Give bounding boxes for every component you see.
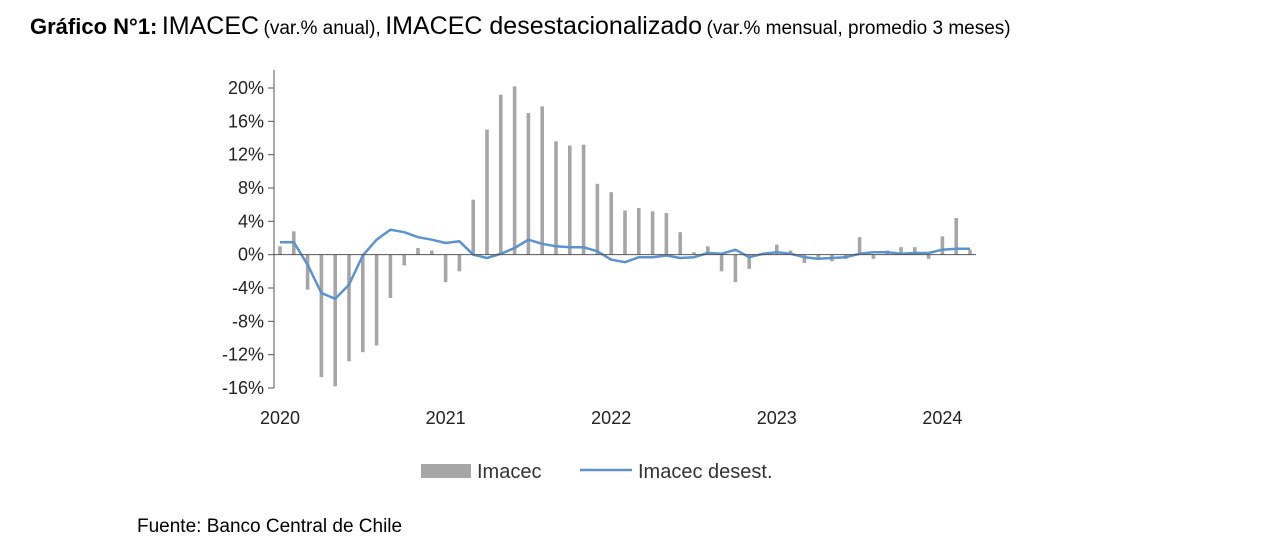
bar-2024-01 bbox=[940, 236, 945, 255]
chart-title: Gráfico N°1: IMACEC (var.% anual), IMACE… bbox=[30, 12, 1011, 41]
bar-2022-05 bbox=[664, 213, 669, 255]
bar-2020-07 bbox=[361, 254, 365, 353]
bar-2021-05 bbox=[499, 94, 503, 255]
bar-2023-04 bbox=[816, 254, 820, 259]
bar-2020-06 bbox=[347, 254, 351, 362]
x-tick-label-2020: 2020 bbox=[260, 408, 300, 428]
bar-2022-03 bbox=[637, 208, 641, 255]
bar-2020-11 bbox=[416, 248, 420, 255]
bar-2022-10 bbox=[733, 254, 738, 283]
y-tick-label: 20% bbox=[228, 78, 264, 98]
bar-2022-11 bbox=[747, 254, 751, 269]
bar-2023-01 bbox=[775, 244, 779, 255]
bar-2023-08 bbox=[871, 254, 876, 259]
bar-2022-02 bbox=[623, 210, 627, 255]
bar-2021-12 bbox=[595, 183, 600, 255]
bar-2023-03 bbox=[802, 254, 807, 263]
title-imacec: IMACEC bbox=[161, 12, 260, 40]
bar-2024-03 bbox=[968, 249, 972, 255]
bar-2020-10 bbox=[402, 254, 406, 266]
bar-2023-12 bbox=[926, 254, 931, 259]
title-figure-number: Gráfico N°1: bbox=[30, 14, 158, 39]
x-tick-label-2023: 2023 bbox=[757, 408, 797, 428]
bar-2022-01 bbox=[609, 192, 613, 255]
legend: Imacec Imacec desest. bbox=[421, 461, 773, 483]
bar-2021-02 bbox=[457, 254, 462, 272]
bar-2021-08 bbox=[540, 106, 544, 255]
bar-2021-01 bbox=[443, 254, 448, 283]
bar-2023-10 bbox=[899, 247, 903, 255]
x-tick-label-2022: 2022 bbox=[591, 408, 631, 428]
y-tick-label: 8% bbox=[238, 178, 264, 198]
x-tick-label-2024: 2024 bbox=[922, 408, 962, 428]
bar-2022-09 bbox=[719, 254, 724, 272]
x-tick-label-2021: 2021 bbox=[426, 408, 466, 428]
y-axis: 20% 16% 12% 8% 4% 0% -4% -8% -12% -16% bbox=[222, 70, 275, 398]
bar-2021-09 bbox=[554, 141, 558, 255]
bar-2020-05 bbox=[333, 254, 337, 387]
bar-2021-06 bbox=[512, 86, 517, 255]
y-tick-label: 4% bbox=[238, 211, 264, 231]
y-tick-label: -16% bbox=[222, 378, 264, 398]
y-tick-label: 0% bbox=[238, 245, 264, 265]
y-tick-label: 12% bbox=[228, 145, 264, 165]
title-imacec-desest: IMACEC desestacionalizado bbox=[385, 12, 703, 40]
title-imacec-desest-note: (var.% mensual, promedio 3 meses) bbox=[706, 18, 1011, 39]
bar-series-imacec bbox=[278, 86, 972, 387]
bar-2021-11 bbox=[581, 144, 586, 255]
bar-2022-07 bbox=[692, 252, 696, 255]
legend-label-imacec: Imacec bbox=[477, 461, 541, 483]
bar-2023-11 bbox=[913, 247, 917, 255]
bar-2020-01 bbox=[278, 246, 282, 255]
bar-2021-04 bbox=[485, 129, 489, 255]
x-axis: 2020 2021 2022 2023 2024 bbox=[260, 254, 976, 428]
title-imacec-note: (var.% anual), bbox=[263, 18, 381, 39]
bar-2021-10 bbox=[568, 145, 572, 255]
bar-2022-04 bbox=[650, 211, 655, 255]
bar-2020-08 bbox=[374, 254, 379, 346]
y-tick-label: 16% bbox=[228, 111, 264, 131]
y-tick-label: -4% bbox=[232, 278, 264, 298]
bar-2021-03 bbox=[471, 199, 475, 255]
bar-2022-08 bbox=[706, 246, 710, 255]
bar-2020-09 bbox=[388, 254, 393, 298]
bar-2021-07 bbox=[526, 113, 531, 255]
bar-2020-03 bbox=[305, 254, 310, 290]
bar-2022-06 bbox=[678, 232, 682, 255]
bar-2020-12 bbox=[430, 250, 434, 255]
y-tick-label: -8% bbox=[232, 311, 264, 331]
bar-2023-07 bbox=[857, 237, 862, 255]
legend-swatch-imacec bbox=[421, 464, 471, 478]
bar-2020-04 bbox=[319, 254, 324, 378]
bar-2024-02 bbox=[954, 218, 958, 255]
y-tick-label: -12% bbox=[222, 345, 264, 365]
legend-label-imacec-desest: Imacec desest. bbox=[638, 461, 773, 483]
source-note: Fuente: Banco Central de Chile bbox=[137, 516, 403, 537]
